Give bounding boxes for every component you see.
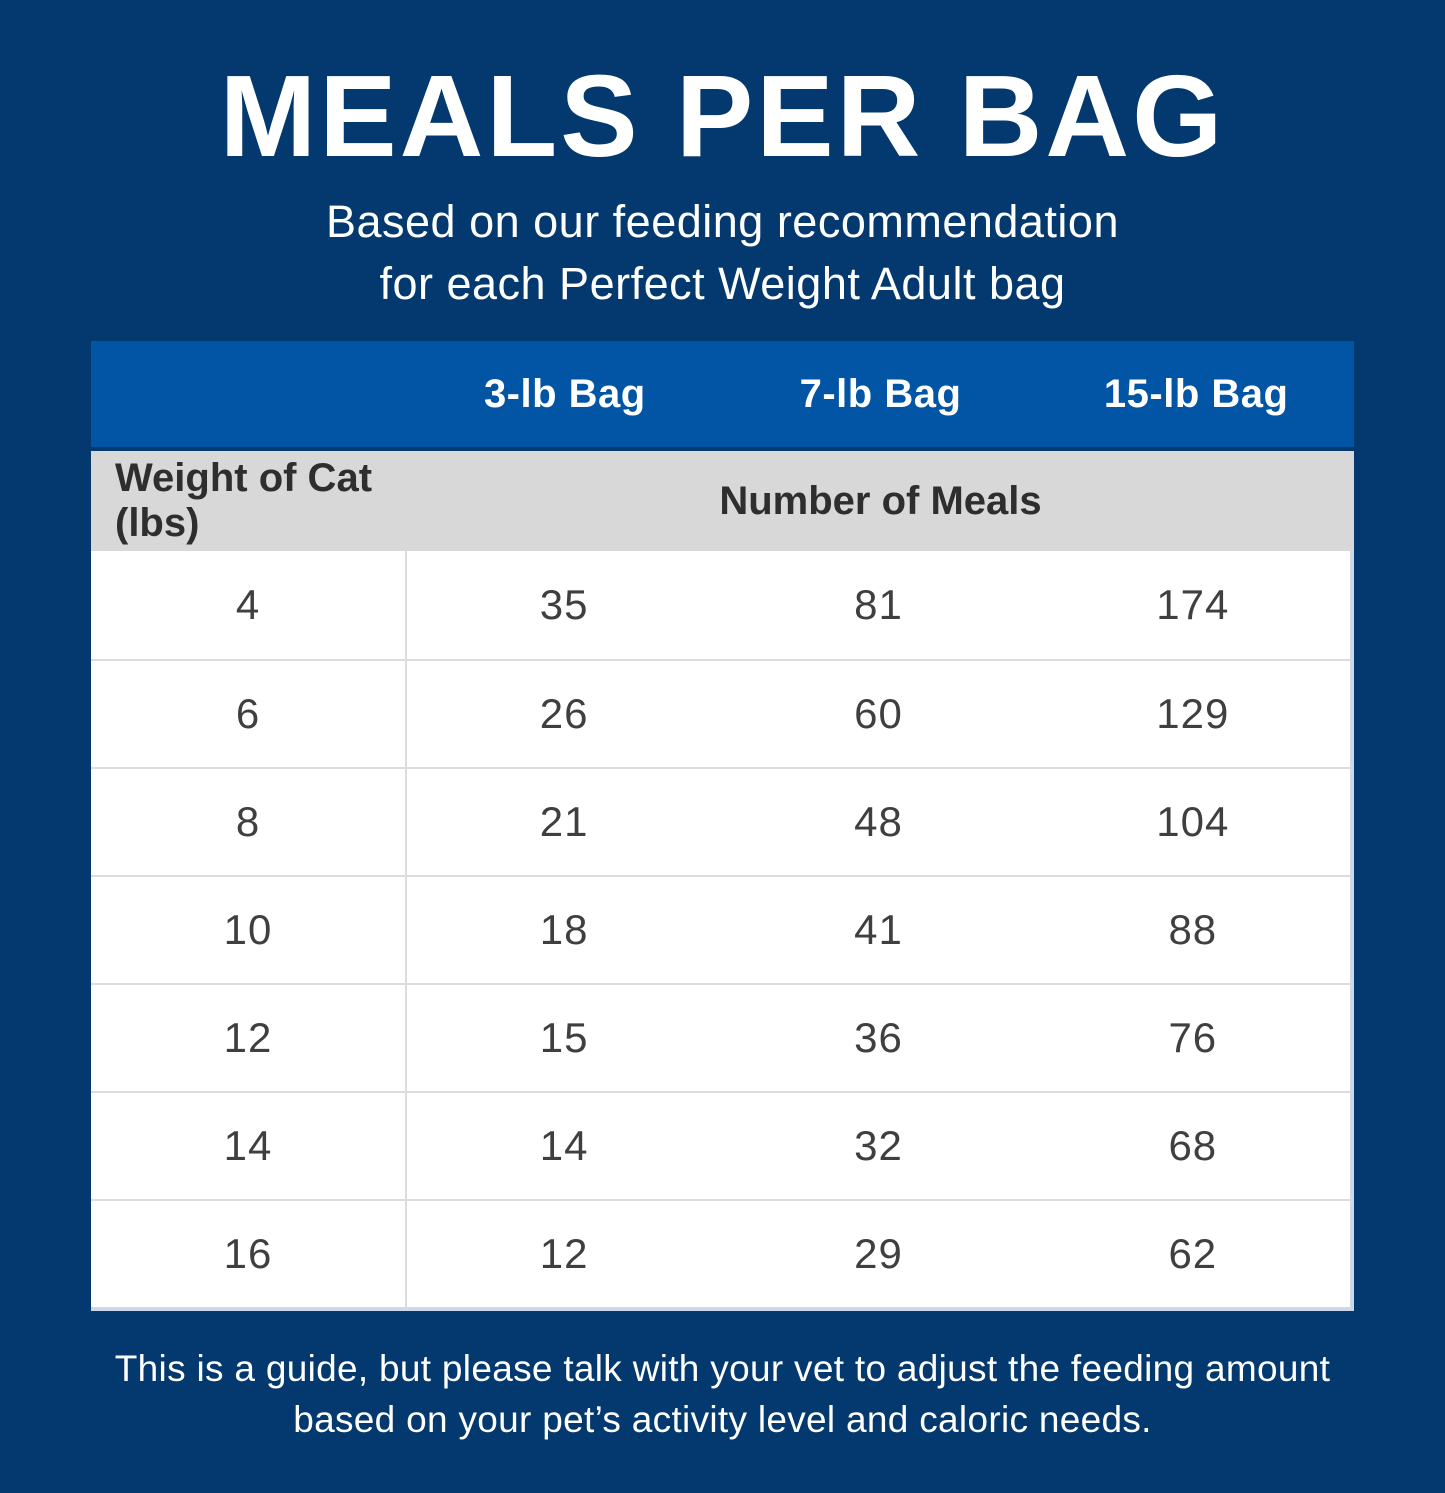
meals-cell-3lb: 21 (539, 798, 589, 846)
header-7lb-bag: 7-lb Bag (799, 371, 962, 416)
weight-of-cat-header: Weight of Cat (lbs) (115, 456, 373, 546)
table-row: 14 14 32 68 (91, 1091, 1350, 1200)
meals-table: 3-lb Bag 7-lb Bag 15-lb Bag Weight of Ca… (91, 341, 1354, 1312)
table-row: 12 15 36 76 (91, 983, 1350, 1092)
meals-cell-7lb: 48 (854, 798, 903, 846)
meals-cell-15lb: 76 (1168, 1014, 1218, 1062)
table-row: 10 18 41 88 (91, 875, 1350, 984)
weight-cell: 6 (91, 661, 407, 768)
page-title: MEALS PER BAG (219, 51, 1226, 181)
weight-cell: 8 (91, 769, 407, 876)
meals-cell-7lb: 36 (854, 1014, 903, 1062)
meals-cell-3lb: 18 (539, 906, 589, 954)
meals-cell-7lb: 81 (854, 581, 903, 629)
disclaimer-text: This is a guide, but please talk with yo… (0, 1343, 1445, 1445)
table-body: 4 35 81 174 6 26 60 129 8 21 48 104 10 1… (91, 551, 1354, 1312)
meals-cell-15lb: 174 (1156, 581, 1230, 629)
meals-cell-15lb: 62 (1168, 1230, 1218, 1278)
subtitle-line-1: Based on our feeding recommendation (325, 195, 1119, 247)
weight-cell: 10 (91, 877, 407, 984)
number-of-meals-header: Number of Meals (719, 478, 1042, 523)
table-row: 16 12 29 62 (91, 1199, 1350, 1308)
meals-cell-7lb: 29 (854, 1230, 903, 1278)
meals-cell-3lb: 15 (539, 1014, 589, 1062)
meals-cell-3lb: 26 (539, 690, 589, 738)
meals-per-bag-infographic: MEALS PER BAG Based on our feeding recom… (0, 48, 1445, 1493)
table-subheader-row: Weight of Cat (lbs) Number of Meals (91, 451, 1354, 552)
meals-cell-15lb: 68 (1168, 1122, 1218, 1170)
meals-cell-7lb: 41 (854, 906, 903, 954)
meals-cell-15lb: 129 (1156, 690, 1230, 738)
table-row: 6 26 60 129 (91, 659, 1350, 768)
weight-cell: 4 (91, 551, 407, 660)
subtitle-line-2: for each Perfect Weight Adult bag (379, 257, 1066, 309)
meals-cell-3lb: 35 (539, 581, 589, 629)
meals-cell-7lb: 32 (854, 1122, 903, 1170)
disclaimer-line-2: based on your pet’s activity level and c… (293, 1399, 1152, 1441)
page-subtitle: Based on our feeding recommendation for e… (0, 191, 1445, 315)
weight-cell: 16 (91, 1201, 407, 1308)
header-spacer-cell (91, 341, 407, 447)
header-15lb-bag: 15-lb Bag (1103, 371, 1289, 416)
meals-cell-3lb: 12 (539, 1230, 589, 1278)
disclaimer-line-1: This is a guide, but please talk with yo… (114, 1348, 1331, 1390)
meals-cell-15lb: 88 (1168, 906, 1218, 954)
weight-cell: 12 (91, 985, 407, 1092)
header-3lb-bag: 3-lb Bag (483, 371, 646, 416)
table-row: 4 35 81 174 (91, 551, 1350, 660)
table-row: 8 21 48 104 (91, 767, 1350, 876)
table-header-row: 3-lb Bag 7-lb Bag 15-lb Bag (91, 341, 1354, 452)
meals-cell-15lb: 104 (1156, 798, 1230, 846)
meals-cell-3lb: 14 (539, 1122, 589, 1170)
meals-cell-7lb: 60 (854, 690, 903, 738)
weight-cell: 14 (91, 1093, 407, 1200)
